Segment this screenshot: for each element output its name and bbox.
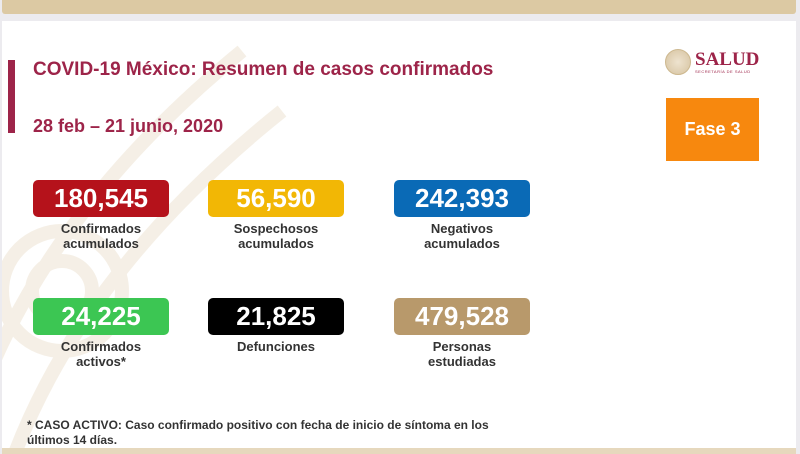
footnote: * CASO ACTIVO: Caso confirmado positivo … bbox=[27, 418, 547, 448]
stat-value: 180,545 bbox=[33, 180, 169, 217]
stat-card: 479,528 Personas estudiadas bbox=[394, 298, 530, 369]
stat-card: 242,393 Negativos acumulados bbox=[394, 180, 530, 251]
stat-value: 21,825 bbox=[208, 298, 344, 335]
stat-label: Negativos acumulados bbox=[394, 221, 530, 251]
logo-subtext: SECRETARÍA DE SALUD bbox=[695, 68, 751, 74]
title-accent-bar bbox=[8, 60, 15, 133]
seal-icon bbox=[665, 49, 691, 75]
footnote-line: últimos 14 días. bbox=[27, 433, 118, 447]
bottom-band bbox=[2, 448, 796, 454]
phase-badge: Fase 3 bbox=[666, 98, 759, 161]
stat-label: Sospechosos acumulados bbox=[208, 221, 344, 251]
stat-card: 56,590 Sospechosos acumulados bbox=[208, 180, 344, 251]
stat-label-line: Confirmados bbox=[60, 339, 142, 354]
stat-value: 56,590 bbox=[208, 180, 344, 217]
stat-label-line: acumulados bbox=[238, 236, 314, 251]
footnote-line: * CASO ACTIVO: Caso confirmado positivo … bbox=[27, 418, 489, 432]
slide: COVID-19 México: Resumen de casos confir… bbox=[2, 21, 796, 449]
stat-label-line: Personas bbox=[432, 339, 492, 354]
date-range: 28 feb – 21 junio, 2020 bbox=[33, 116, 224, 136]
stat-label-line: activos* bbox=[76, 354, 126, 369]
stat-label-line: Negativos bbox=[430, 221, 494, 236]
stat-card: 180,545 Confirmados acumulados bbox=[33, 180, 169, 251]
stat-label-line: Confirmados bbox=[60, 221, 142, 236]
stat-label: Confirmados activos* bbox=[33, 339, 169, 369]
stat-label: Personas estudiadas bbox=[394, 339, 530, 369]
stat-card: 24,225 Confirmados activos* bbox=[33, 298, 169, 369]
salud-logo: SALUD SECRETARÍA DE SALUD bbox=[665, 49, 759, 75]
stat-label-line: Sospechosos bbox=[233, 221, 319, 236]
stat-card: 21,825 Defunciones bbox=[208, 298, 344, 354]
stat-label-line: acumulados bbox=[424, 236, 500, 251]
stat-label: Defunciones bbox=[208, 339, 344, 354]
page-title: COVID-19 México: Resumen de casos confir… bbox=[33, 59, 494, 80]
stat-value: 242,393 bbox=[394, 180, 530, 217]
background-pattern bbox=[2, 45, 287, 449]
logo-text: SALUD bbox=[695, 48, 760, 70]
stat-label-line: acumulados bbox=[63, 236, 139, 251]
stat-label-line: Defunciones bbox=[236, 339, 315, 354]
stat-label: Confirmados acumulados bbox=[33, 221, 169, 251]
stat-value: 24,225 bbox=[33, 298, 169, 335]
stat-label-line: estudiadas bbox=[428, 354, 496, 369]
top-band bbox=[2, 0, 796, 14]
stat-value: 479,528 bbox=[394, 298, 530, 335]
